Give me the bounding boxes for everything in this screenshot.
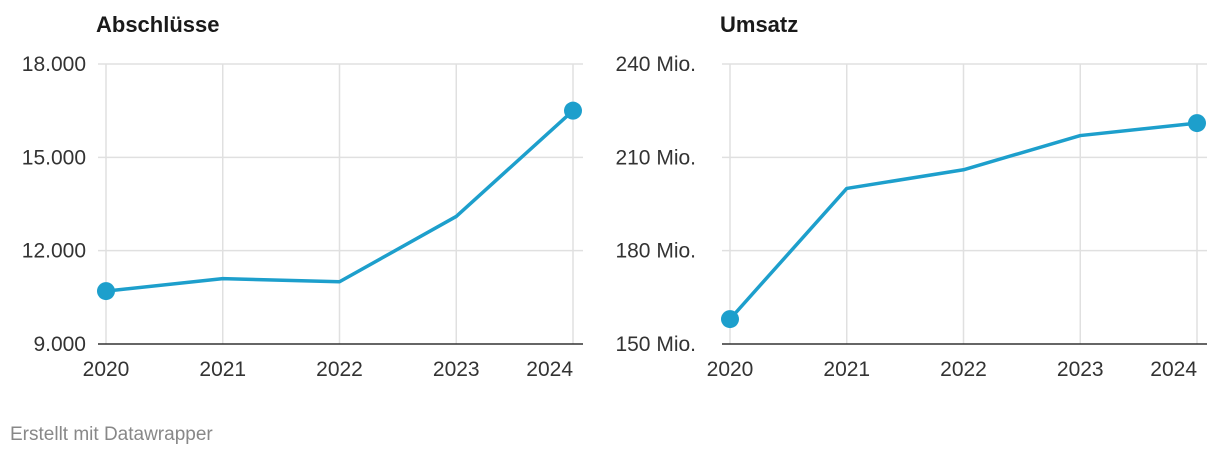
x-tick-label: 2020 bbox=[83, 358, 130, 381]
x-tick-label: 2023 bbox=[1057, 358, 1104, 381]
chart-umsatz: 150 Mio. 180 Mio. 210 Mio. 240 Mio. 2020 2021… bbox=[615, 53, 1207, 381]
y-tick-label: 18.000 bbox=[22, 53, 86, 76]
data-point-marker bbox=[1188, 114, 1206, 133]
y-tick-label: 12.000 bbox=[22, 240, 86, 263]
x-tick-label: 2022 bbox=[316, 358, 363, 381]
y-tick-label: 150 Mio. bbox=[615, 333, 696, 356]
y-tick-label: 15.000 bbox=[22, 146, 86, 169]
x-tick-label: 2021 bbox=[199, 358, 246, 381]
data-point-marker bbox=[564, 101, 582, 120]
data-point-marker bbox=[721, 310, 739, 329]
y-tick-label: 180 Mio. bbox=[615, 240, 696, 263]
y-tick-label: 210 Mio. bbox=[615, 146, 696, 169]
y-tick-label: 9.000 bbox=[33, 333, 86, 356]
x-tick-label: 2023 bbox=[433, 358, 480, 381]
x-tick-label: 2024 bbox=[526, 358, 573, 381]
x-tick-label: 2022 bbox=[940, 358, 987, 381]
chart-title-umsatz: Umsatz bbox=[720, 12, 799, 37]
series-line bbox=[104, 108, 575, 293]
chart-title-abschluesse: Abschlüsse bbox=[96, 12, 220, 37]
x-tick-label: 2020 bbox=[707, 358, 754, 381]
data-point-marker bbox=[97, 282, 115, 301]
y-tick-label: 240 Mio. bbox=[615, 53, 696, 76]
chart-abschluesse: 9.000 12.000 15.000 18.000 2020 2021 2022 2023 2… bbox=[22, 53, 583, 381]
series-line bbox=[728, 121, 1199, 321]
footer-credit: Erstellt mit Datawrapper bbox=[10, 424, 213, 445]
x-tick-label: 2024 bbox=[1150, 358, 1197, 381]
x-tick-label: 2021 bbox=[823, 358, 870, 381]
